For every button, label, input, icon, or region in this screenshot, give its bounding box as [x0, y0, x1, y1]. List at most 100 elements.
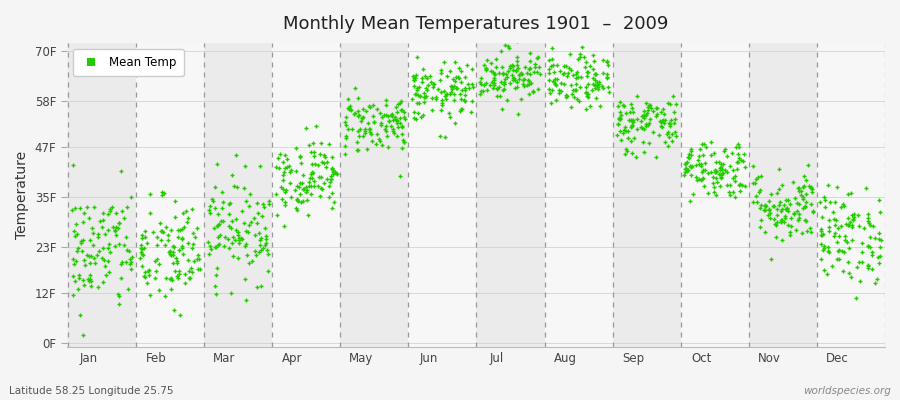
Point	[644, 102, 658, 108]
Point	[613, 128, 627, 134]
Point	[454, 68, 468, 74]
Point	[692, 176, 706, 182]
Point	[325, 190, 339, 196]
Point	[512, 72, 526, 79]
Point	[842, 245, 856, 251]
Point	[846, 215, 860, 222]
Point	[277, 222, 292, 229]
Point	[708, 168, 723, 175]
Point	[395, 123, 410, 129]
Point	[653, 118, 668, 124]
Point	[428, 80, 442, 87]
Point	[658, 117, 672, 124]
Point	[176, 236, 190, 242]
Point	[273, 151, 287, 158]
Point	[329, 170, 344, 177]
Point	[208, 184, 222, 190]
Point	[600, 71, 615, 78]
Point	[639, 112, 653, 119]
Point	[526, 69, 541, 76]
Point	[589, 71, 603, 77]
Point	[438, 91, 453, 98]
Point	[300, 197, 314, 203]
Point	[186, 241, 201, 248]
Point	[624, 124, 638, 130]
Point	[210, 161, 224, 168]
Point	[409, 90, 423, 97]
Point	[341, 96, 356, 102]
Point	[354, 118, 368, 125]
Point	[119, 234, 133, 241]
Point	[446, 91, 461, 97]
Point	[523, 71, 537, 77]
Point	[658, 138, 672, 145]
Point	[668, 116, 682, 122]
Point	[850, 264, 864, 270]
Point	[96, 245, 111, 252]
Point	[714, 164, 728, 170]
Point	[230, 184, 244, 190]
Point	[101, 258, 115, 264]
Point	[245, 258, 259, 264]
Point	[845, 237, 859, 244]
Point	[643, 102, 657, 109]
Point	[301, 187, 315, 194]
Point	[543, 90, 557, 96]
Point	[847, 214, 861, 220]
Point	[500, 68, 515, 74]
Point	[860, 243, 875, 250]
Point	[208, 244, 222, 250]
Point	[212, 211, 226, 217]
Point	[70, 248, 85, 254]
Point	[67, 228, 81, 234]
Point	[247, 215, 261, 221]
Point	[272, 165, 286, 171]
Point	[778, 213, 793, 219]
Point	[123, 259, 138, 266]
Point	[552, 86, 566, 93]
Point	[758, 229, 772, 235]
Point	[434, 107, 448, 113]
Point	[208, 205, 222, 211]
Point	[109, 232, 123, 238]
Point	[815, 247, 830, 254]
Point	[834, 248, 849, 255]
Point	[512, 70, 526, 77]
Point	[586, 52, 600, 58]
Point	[798, 217, 813, 224]
Point	[855, 249, 869, 255]
Point	[383, 112, 398, 118]
Point	[441, 110, 455, 116]
Point	[165, 286, 179, 292]
Point	[655, 124, 670, 130]
Point	[175, 226, 189, 232]
Point	[209, 244, 223, 250]
Point	[669, 100, 683, 107]
Point	[449, 85, 464, 92]
Point	[418, 85, 433, 92]
Point	[680, 165, 694, 172]
Point	[542, 86, 556, 92]
Point	[773, 216, 788, 223]
Point	[276, 177, 291, 184]
Point	[448, 59, 463, 65]
Text: worldspecies.org: worldspecies.org	[803, 386, 891, 396]
Point	[579, 88, 593, 95]
Point	[601, 84, 616, 90]
Point	[283, 163, 297, 169]
Point	[158, 242, 173, 249]
Point	[522, 81, 536, 87]
Point	[363, 104, 377, 110]
Point	[398, 116, 412, 122]
Point	[462, 85, 476, 91]
Point	[358, 108, 373, 114]
Point	[522, 91, 536, 97]
Point	[410, 54, 424, 60]
Point	[214, 188, 229, 195]
Point	[704, 169, 718, 175]
Point	[318, 153, 332, 160]
Point	[588, 82, 602, 89]
Point	[713, 182, 727, 189]
Point	[352, 112, 366, 118]
Point	[738, 183, 752, 190]
